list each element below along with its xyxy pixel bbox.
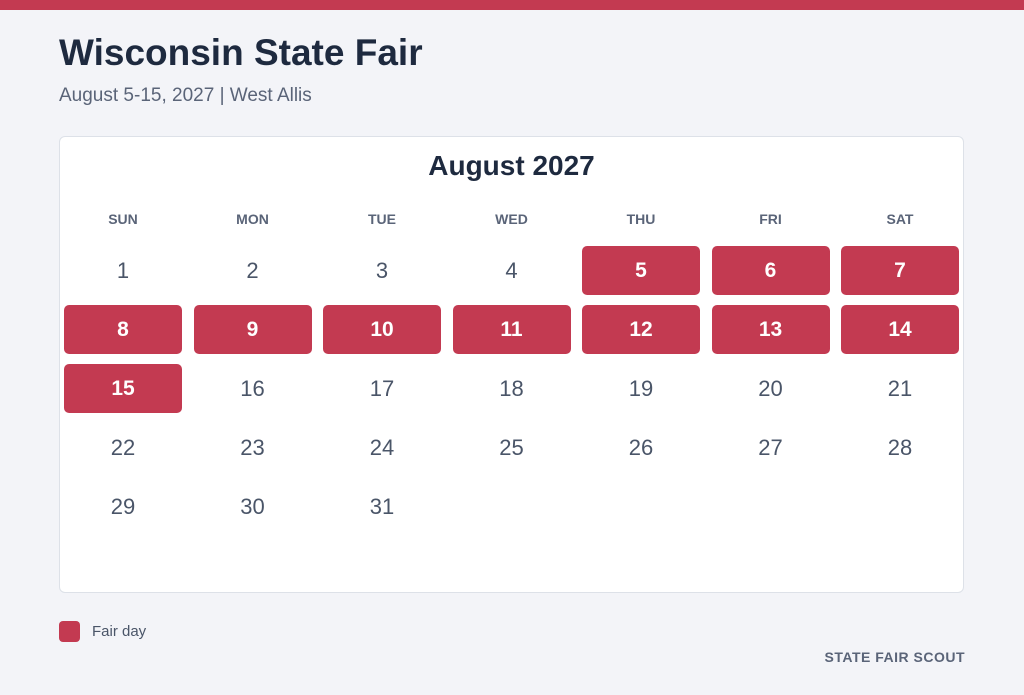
weekday-header: TUE — [368, 211, 396, 227]
fair-day: 5 — [582, 246, 700, 295]
day: 24 — [369, 435, 395, 460]
calendar-card — [59, 136, 964, 593]
day: 3 — [375, 258, 389, 283]
fair-day: 6 — [711, 246, 830, 295]
day: 31 — [369, 494, 395, 519]
day: 25 — [499, 435, 524, 460]
day: 1 — [116, 258, 130, 283]
day: 20 — [758, 376, 783, 401]
legend-swatch — [59, 621, 80, 642]
day: 23 — [240, 435, 265, 460]
fair-day: 13 — [711, 305, 830, 354]
page-subtitle: August 5-15, 2027 | West Allis — [59, 85, 312, 106]
fair-day: 10 — [323, 305, 441, 354]
day: 2 — [246, 258, 259, 283]
weekday-header: SAT — [886, 211, 914, 227]
top-bar — [0, 0, 1024, 10]
fair-day: 9 — [193, 305, 312, 354]
weekday-header: FRI — [759, 211, 782, 227]
day: 27 — [758, 435, 783, 460]
fair-day: 11 — [452, 305, 571, 354]
fair-day: 8 — [64, 305, 182, 354]
fair-day: 14 — [841, 305, 959, 354]
page-title: Wisconsin State Fair — [59, 32, 423, 73]
weekday-header: THU — [626, 211, 656, 227]
fair-day: 7 — [841, 246, 959, 295]
fair-day: 15 — [64, 364, 182, 413]
weekday-header: WED — [495, 211, 528, 227]
weekday-header: SUN — [108, 211, 138, 227]
day: 30 — [240, 494, 265, 519]
day: 22 — [110, 435, 136, 460]
day: 18 — [499, 376, 524, 401]
day: 19 — [628, 376, 654, 401]
footer-brand: STATE FAIR SCOUT — [824, 649, 965, 665]
day: 17 — [369, 376, 395, 401]
day: 29 — [110, 494, 136, 519]
fair-day: 12 — [582, 305, 700, 354]
day: 4 — [505, 258, 518, 283]
legend-label: Fair day — [92, 623, 147, 640]
day: 26 — [628, 435, 654, 460]
day: 16 — [240, 376, 265, 401]
month-title: August 2027 — [428, 150, 595, 181]
day: 28 — [887, 435, 913, 460]
weekday-header: MON — [236, 211, 269, 227]
day: 21 — [887, 376, 913, 401]
